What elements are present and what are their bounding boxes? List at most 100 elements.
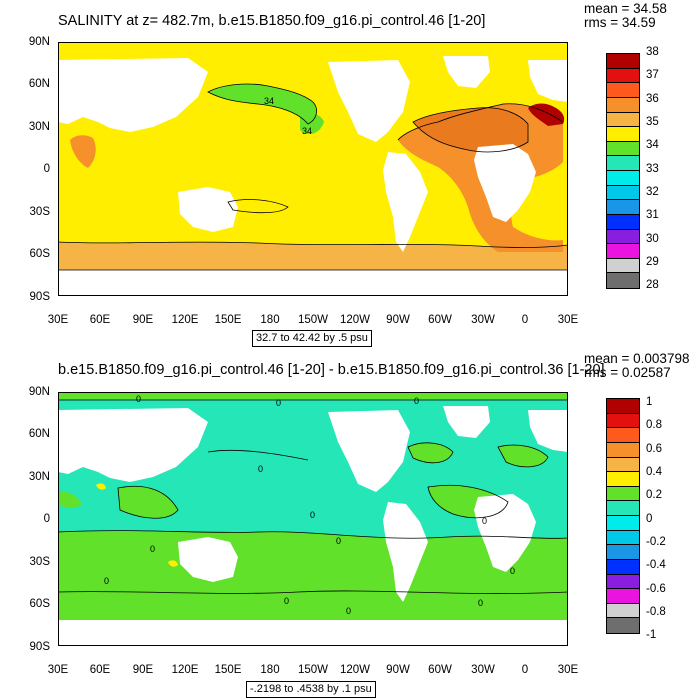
colorbar-label: -1 xyxy=(646,629,657,641)
positive-anomaly-zone xyxy=(498,445,548,467)
colorbar-label: 36 xyxy=(646,93,659,105)
x-tick-label: 120E xyxy=(171,314,199,326)
y-tick-label: 0 xyxy=(43,513,50,525)
x-tick-label: 150W xyxy=(297,314,329,326)
colorbar-label: 28 xyxy=(646,279,659,291)
x-tick-label: 120W xyxy=(339,664,371,676)
colorbar xyxy=(606,53,640,289)
contour-label: 0 xyxy=(482,516,487,526)
colorbar-label: -0.6 xyxy=(646,583,666,595)
y-tick-label: 60N xyxy=(28,428,50,440)
colorbar-swatch xyxy=(607,258,639,274)
contour-label: 34 xyxy=(302,126,312,136)
colorbar-swatch xyxy=(607,244,639,259)
colorbar-swatch xyxy=(607,589,639,604)
contour-label: 0 xyxy=(336,536,341,546)
x-tick-label: 30E xyxy=(47,664,69,676)
colorbar-label: -0.8 xyxy=(646,606,666,618)
x-tick-label: 90W xyxy=(386,664,410,676)
colorbar-swatch xyxy=(607,214,639,230)
x-tick-label: 30E xyxy=(557,314,579,326)
colorbar-swatch xyxy=(607,200,639,215)
colorbar-swatch xyxy=(607,618,639,633)
y-tick-label: 90S xyxy=(29,291,50,303)
colorbar-swatch xyxy=(607,156,639,171)
north-pacific-low-2 xyxy=(300,113,324,135)
x-tick-label: 30W xyxy=(471,314,495,326)
x-tick-label: 120W xyxy=(339,314,371,326)
x-tick-label: 150W xyxy=(297,664,329,676)
colorbar-swatch xyxy=(607,399,639,414)
local-maximum xyxy=(168,560,178,567)
contour-range-box: 32.7 to 42.42 by .5 psu xyxy=(252,330,372,347)
colorbar-label: 33 xyxy=(646,163,659,175)
colorbar-swatch xyxy=(607,229,639,245)
x-tick-label: 90E xyxy=(132,314,154,326)
colorbar-label: 37 xyxy=(646,69,659,81)
salinity-panel: SALINITY at z= 482.7m, b.e15.B1850.f09_g… xyxy=(28,1,667,347)
colorbar-swatch xyxy=(607,559,639,575)
land-antarctica xyxy=(58,620,568,646)
colorbar-swatch xyxy=(607,516,639,531)
positive-anomaly-zone xyxy=(408,442,453,463)
land-antarctica xyxy=(58,270,568,296)
colorbar-label: 38 xyxy=(646,46,659,58)
colorbar-label: -0.2 xyxy=(646,536,666,548)
colorbar-swatch xyxy=(607,603,639,619)
contour-label: 0 xyxy=(478,598,483,608)
colorbar-swatch xyxy=(607,185,639,201)
colorbar-label: 34 xyxy=(646,139,659,151)
land-africa xyxy=(474,494,536,572)
contour-label: 0 xyxy=(150,544,155,554)
x-tick-label: 30E xyxy=(47,314,69,326)
x-tick-label: 0 xyxy=(521,664,529,676)
land-australia xyxy=(178,537,238,582)
rms-label: rms = 34.59 xyxy=(584,15,656,30)
panel-title: b.e15.B1850.f09_g16.pi_control.46 [1-20]… xyxy=(58,362,605,378)
difference-panel: b.e15.B1850.f09_g16.pi_control.46 [1-20]… xyxy=(0,350,700,700)
y-tick-label: 90S xyxy=(29,641,50,653)
land-eurasia-east xyxy=(528,410,568,452)
colorbar-swatch xyxy=(607,457,639,473)
land-america-north xyxy=(328,410,410,492)
land-eurasia xyxy=(58,408,208,482)
contour-label: 0 xyxy=(510,566,515,576)
land-africa xyxy=(474,144,536,222)
map-plot: 34 34 xyxy=(58,42,568,296)
north-pacific-low xyxy=(208,84,317,124)
contour-label: 0 xyxy=(104,576,109,586)
colorbar-label: 0.2 xyxy=(646,489,662,501)
colorbar-label: -0.4 xyxy=(646,559,666,571)
southern-ocean-band xyxy=(58,242,568,270)
atlantic-core xyxy=(413,107,528,152)
map-plot: 0 0 0 0 0 0 0 0 0 0 0 0 0 xyxy=(58,392,568,646)
x-tick-label: 60W xyxy=(428,314,452,326)
colorbar-swatch xyxy=(607,97,639,113)
colorbar-swatch xyxy=(607,545,639,560)
y-tick-label: 30S xyxy=(29,556,50,568)
x-tick-label: 150E xyxy=(214,664,242,676)
x-tick-label: 180 xyxy=(260,664,280,676)
x-tick-label: 60E xyxy=(89,664,111,676)
colorbar-swatch xyxy=(607,112,639,128)
x-tick-label: 0 xyxy=(521,314,529,326)
y-tick-label: 60N xyxy=(28,78,50,90)
mean-label: mean = 0.003798 xyxy=(584,351,690,366)
colorbar-swatch xyxy=(607,442,639,458)
contour-label: 0 xyxy=(284,596,289,606)
x-tick-label: 120E xyxy=(171,664,199,676)
y-tick-label: 90N xyxy=(28,386,50,398)
contour-label: 0 xyxy=(136,394,141,404)
colorbar-label: 0.4 xyxy=(646,466,662,478)
map-svg: 0 0 0 0 0 0 0 0 0 0 0 0 0 xyxy=(58,392,568,646)
colorbar-label: 0.8 xyxy=(646,419,662,431)
y-tick-label: 90N xyxy=(28,36,50,48)
colorbar-swatch xyxy=(607,472,639,487)
colorbar-label: 32 xyxy=(646,186,659,198)
x-tick-label: 150E xyxy=(214,314,242,326)
colorbar-swatch xyxy=(607,141,639,157)
colorbar-swatch xyxy=(607,501,639,516)
land-america-south xyxy=(383,502,428,602)
y-tick-label: 30S xyxy=(29,206,50,218)
contour-label: 0 xyxy=(346,606,351,616)
